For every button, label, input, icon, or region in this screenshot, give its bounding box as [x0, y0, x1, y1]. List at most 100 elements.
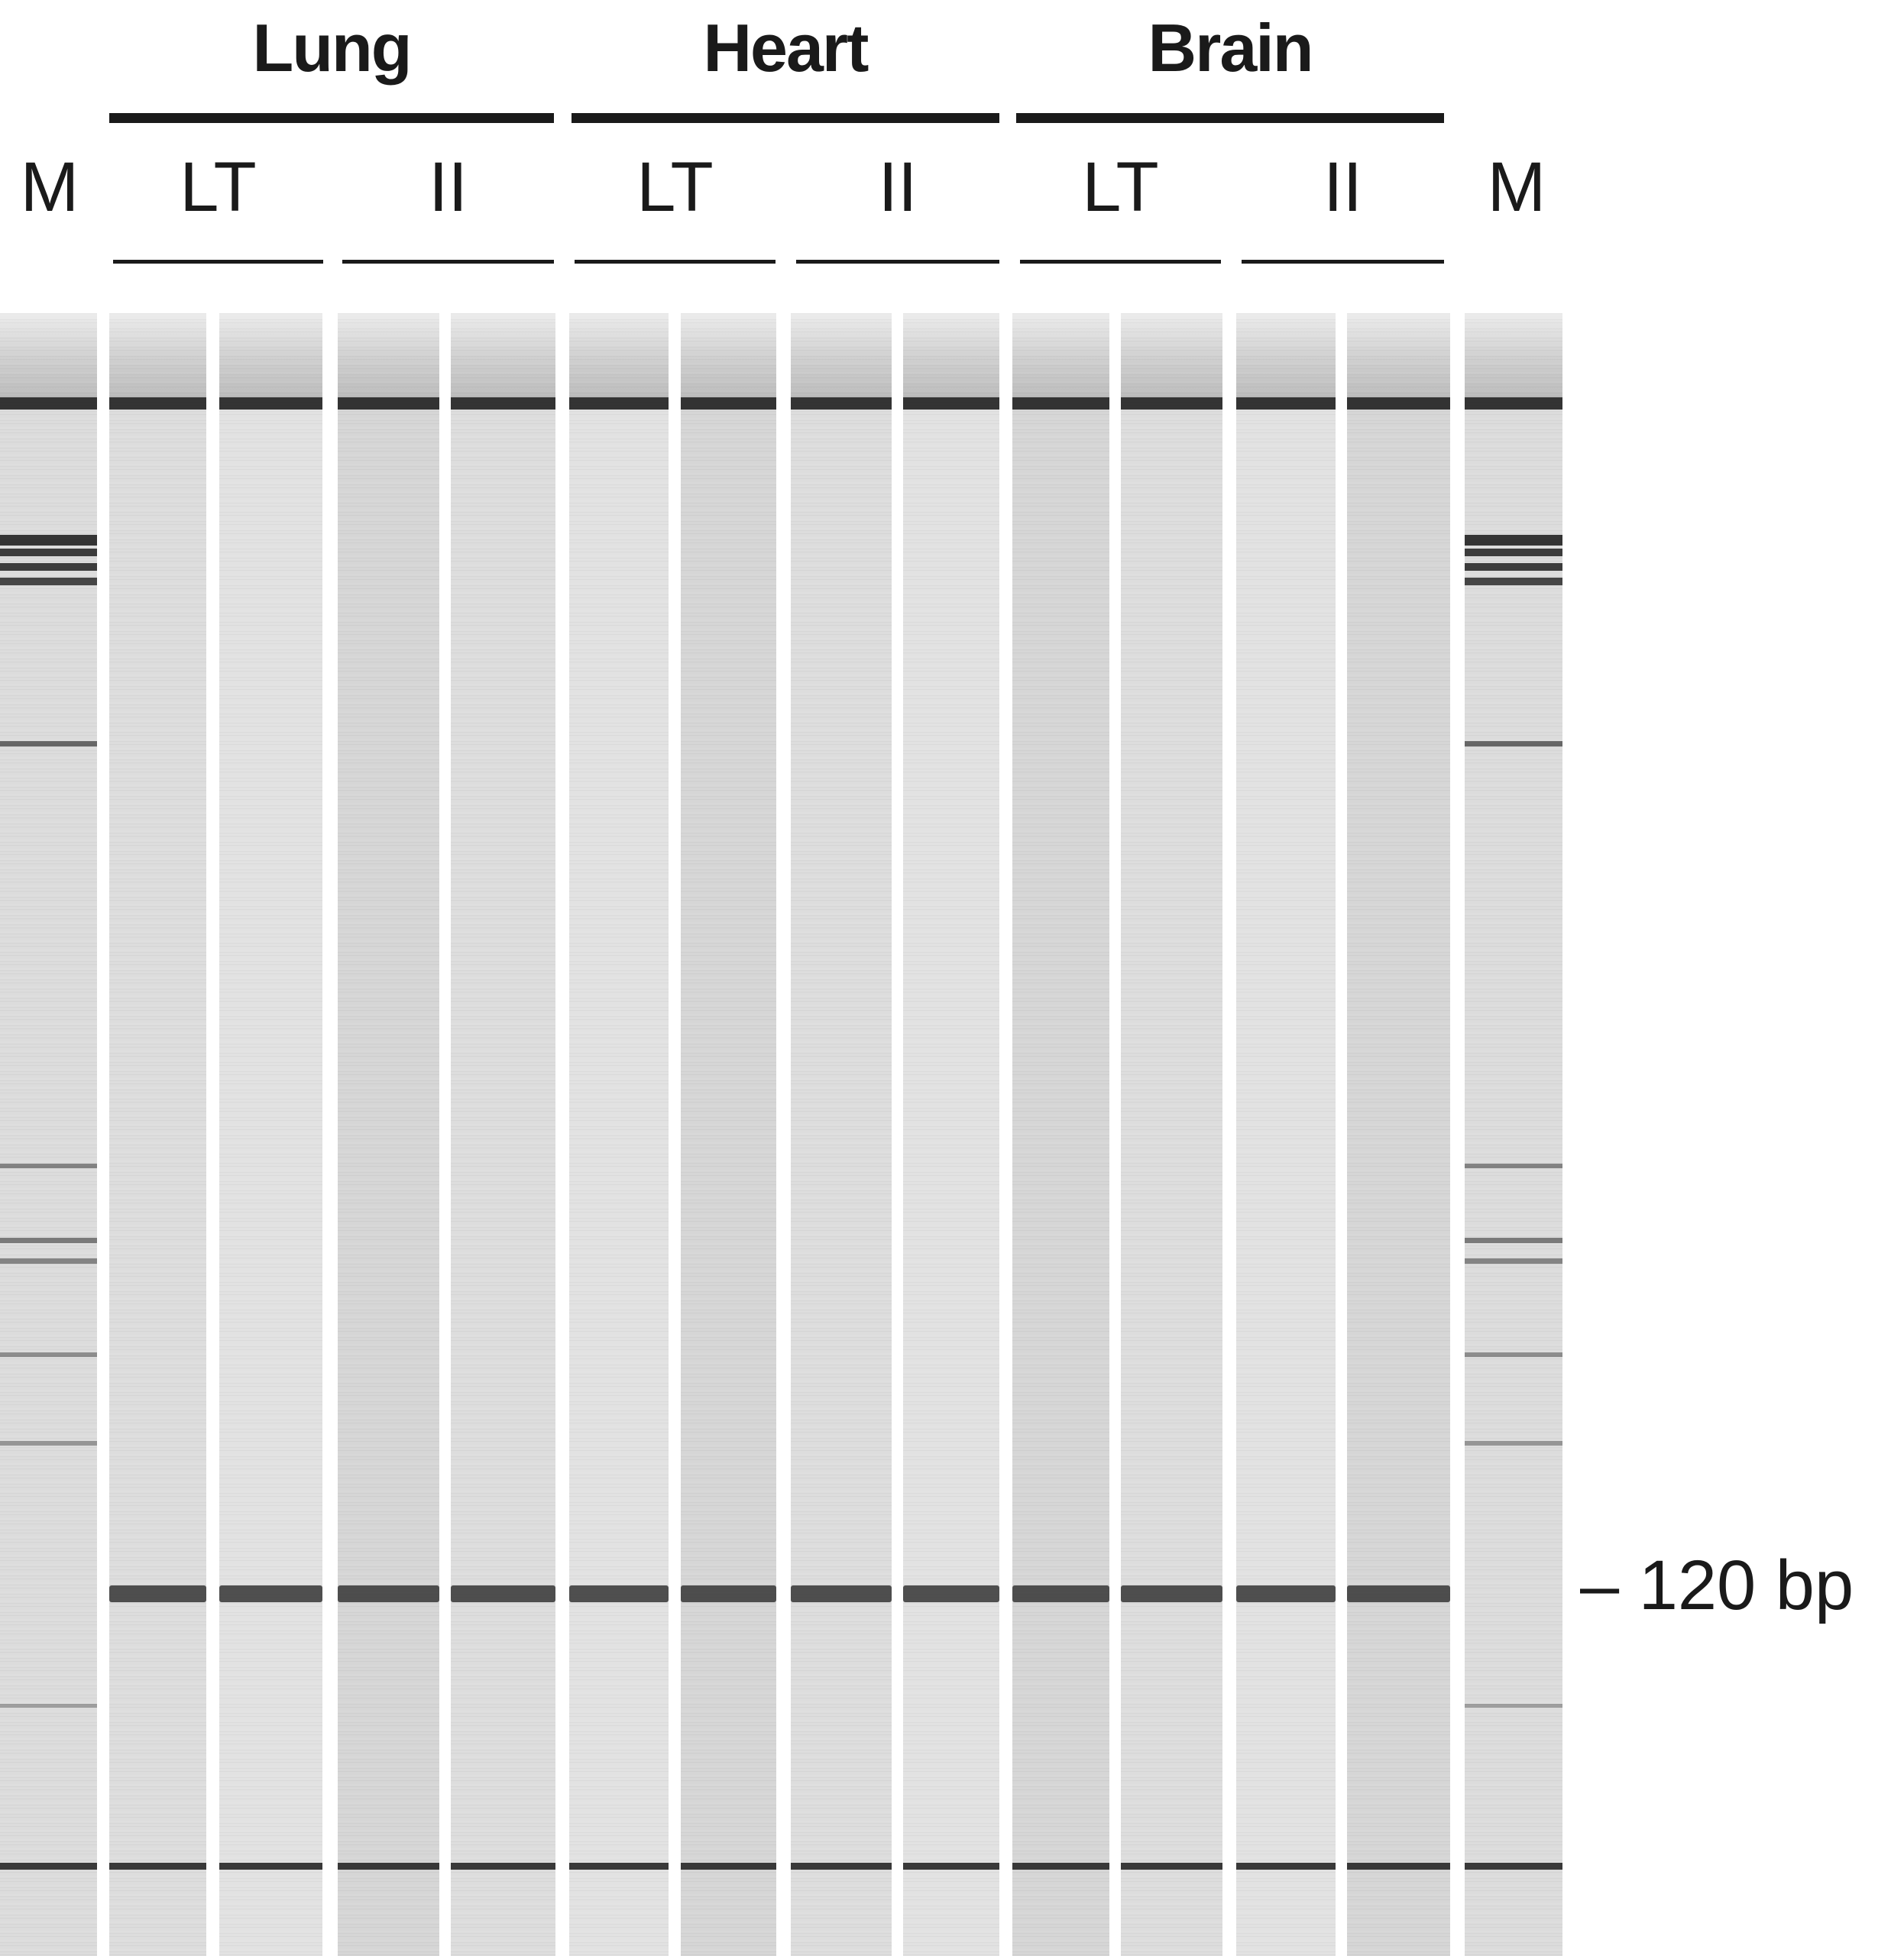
- band-120bp: [681, 1585, 776, 1602]
- condition-label-heart-ii: II: [878, 148, 918, 226]
- band-lower-marker: [569, 1863, 669, 1870]
- band-120bp: [903, 1585, 999, 1602]
- lane-texture: [1012, 313, 1109, 1956]
- ladder-band-5: [1465, 741, 1562, 746]
- band-120bp: [338, 1585, 439, 1602]
- marker-label-right: M: [1487, 148, 1546, 226]
- band-lower-marker: [791, 1863, 892, 1870]
- lane-texture: [338, 313, 439, 1956]
- band-lower-marker: [109, 1863, 206, 1870]
- band-120bp: [569, 1585, 669, 1602]
- condition-label-brain-lt: LT: [1082, 148, 1159, 226]
- band-upper-marker: [791, 397, 892, 410]
- lane-heart-ii-1: [791, 313, 892, 1956]
- band-120bp: [219, 1585, 322, 1602]
- band-120bp: [1236, 1585, 1336, 1602]
- band-upper-marker: [569, 397, 669, 410]
- band-120bp: [451, 1585, 555, 1602]
- band-lower-marker: [451, 1863, 555, 1870]
- ladder-band-10: [1465, 1441, 1562, 1446]
- tissue-bar-brain: [1016, 113, 1444, 123]
- ladder-band-9: [1465, 1352, 1562, 1357]
- lane-texture: [903, 313, 999, 1956]
- lane-texture: [1347, 313, 1450, 1956]
- band-upper-marker: [451, 397, 555, 410]
- tissue-bar-heart: [572, 113, 999, 123]
- ladder-band-7: [0, 1238, 97, 1243]
- band-120bp: [791, 1585, 892, 1602]
- ladder-band-4: [0, 578, 97, 585]
- band-upper-marker: [1465, 397, 1562, 410]
- condition-label-lung-ii: II: [428, 148, 468, 226]
- condition-label-brain-ii: II: [1323, 148, 1363, 226]
- lane-lung-ii-2: [451, 313, 555, 1956]
- lane-texture: [681, 313, 776, 1956]
- condition-bar-brain-ii: [1242, 260, 1444, 264]
- ladder-band-11: [1465, 1704, 1562, 1708]
- ladder-band-8: [1465, 1258, 1562, 1264]
- lane-lung-lt-2: [219, 313, 322, 1956]
- ladder-band-1: [1465, 535, 1562, 546]
- condition-label-lung-lt: LT: [180, 148, 257, 226]
- condition-bar-brain-lt: [1020, 260, 1221, 264]
- band-lower-marker: [0, 1863, 97, 1870]
- ladder-band-1: [0, 535, 97, 546]
- condition-bar-lung-ii: [342, 260, 554, 264]
- ladder-band-7: [1465, 1238, 1562, 1243]
- ladder-band-6: [0, 1164, 97, 1168]
- band-upper-marker: [681, 397, 776, 410]
- condition-bar-lung-lt: [113, 260, 323, 264]
- lane-marker-right: [1465, 313, 1562, 1956]
- band-lower-marker: [1236, 1863, 1336, 1870]
- tissue-label-heart: Heart: [703, 10, 869, 86]
- band-upper-marker: [1236, 397, 1336, 410]
- lane-texture: [1121, 313, 1222, 1956]
- band-upper-marker: [1121, 397, 1222, 410]
- band-upper-marker: [219, 397, 322, 410]
- tissue-label-brain: Brain: [1148, 10, 1314, 86]
- ladder-band-5: [0, 741, 97, 746]
- band-lower-marker: [1465, 1863, 1562, 1870]
- band-upper-marker: [338, 397, 439, 410]
- ladder-band-2: [1465, 549, 1562, 556]
- marker-label-left: M: [20, 148, 79, 226]
- lane-heart-ii-2: [903, 313, 999, 1956]
- band-upper-marker: [1012, 397, 1109, 410]
- lane-lung-lt-1: [109, 313, 206, 1956]
- ladder-band-3: [1465, 563, 1562, 571]
- band-upper-marker: [903, 397, 999, 410]
- lane-heart-lt-1: [569, 313, 669, 1956]
- band-upper-marker: [109, 397, 206, 410]
- lane-texture: [791, 313, 892, 1956]
- band-120bp: [1012, 1585, 1109, 1602]
- ladder-band-11: [0, 1704, 97, 1708]
- tissue-bar-lung: [109, 113, 554, 123]
- tissue-label-lung: Lung: [252, 10, 412, 86]
- gel-image: [0, 313, 1562, 1956]
- size-label-120bp: – 120 bp: [1580, 1546, 1854, 1624]
- ladder-band-4: [1465, 578, 1562, 585]
- band-lower-marker: [903, 1863, 999, 1870]
- condition-bar-heart-lt: [575, 260, 776, 264]
- band-lower-marker: [219, 1863, 322, 1870]
- band-upper-marker: [1347, 397, 1450, 410]
- lane-texture: [569, 313, 669, 1956]
- condition-bar-heart-ii: [796, 260, 999, 264]
- lane-texture: [219, 313, 322, 1956]
- lane-brain-ii-1: [1236, 313, 1336, 1956]
- lane-brain-ii-2: [1347, 313, 1450, 1956]
- lane-heart-lt-2: [681, 313, 776, 1956]
- band-lower-marker: [681, 1863, 776, 1870]
- band-lower-marker: [338, 1863, 439, 1870]
- band-120bp: [109, 1585, 206, 1602]
- lane-lung-ii-1: [338, 313, 439, 1956]
- lane-texture: [451, 313, 555, 1956]
- lane-texture: [0, 313, 97, 1956]
- band-120bp: [1347, 1585, 1450, 1602]
- band-120bp: [1121, 1585, 1222, 1602]
- band-lower-marker: [1012, 1863, 1109, 1870]
- band-lower-marker: [1121, 1863, 1222, 1870]
- lane-texture: [109, 313, 206, 1956]
- ladder-band-2: [0, 549, 97, 556]
